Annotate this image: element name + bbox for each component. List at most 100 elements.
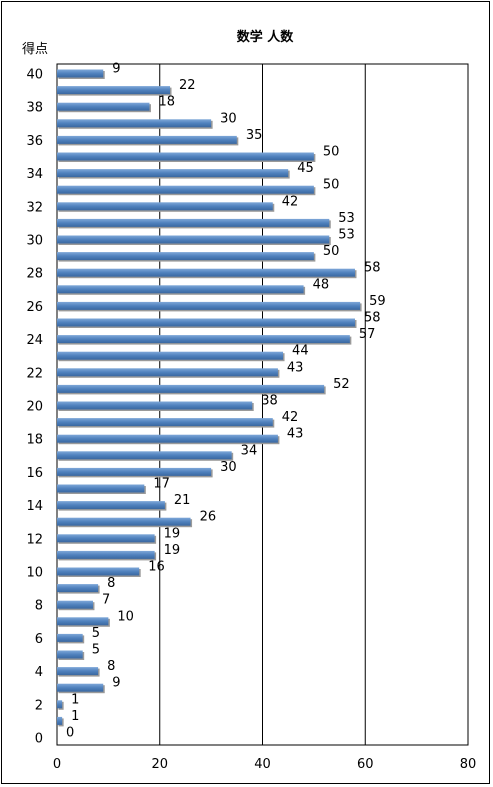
y-tick-30: 30 [26,234,43,249]
bar-score-2 [57,700,63,709]
bar-score-26 [57,301,361,310]
bar-score-14 [57,501,165,510]
value-label-score-37: 30 [220,111,237,126]
y-tick-20: 20 [26,400,43,415]
bar-score-12 [57,534,155,543]
bar-score-15 [57,484,145,493]
value-label-score-25: 58 [364,311,381,326]
x-tick-0: 0 [53,757,61,772]
bar-score-20 [57,401,253,410]
value-label-score-1: 1 [71,709,79,724]
bar-score-37 [57,119,212,128]
bar-score-7 [57,617,109,626]
value-label-score-16: 30 [220,460,237,475]
bar-score-4 [57,667,99,676]
bar-score-28 [57,268,355,277]
value-label-score-4: 8 [107,659,115,674]
bar-score-24 [57,335,350,344]
bar-score-35 [57,152,314,161]
bar-score-38 [57,102,150,111]
y-tick-8: 8 [35,599,43,614]
y-tick-16: 16 [26,466,43,481]
bar-score-6 [57,633,83,642]
value-label-score-13: 26 [200,510,217,525]
value-label-score-34: 45 [297,161,314,176]
y-tick-10: 10 [26,566,43,581]
bar-score-18 [57,434,278,443]
value-label-score-5: 5 [92,643,100,658]
x-tick-80: 80 [460,757,477,772]
y-tick-38: 38 [26,101,43,116]
value-label-score-17: 34 [241,443,258,458]
bar-score-29 [57,252,314,261]
y-tick-18: 18 [26,433,43,448]
bar-score-36 [57,135,237,144]
value-label-score-7: 10 [117,609,134,624]
value-label-score-22: 43 [287,360,304,375]
y-tick-22: 22 [26,366,43,381]
value-label-score-9: 8 [107,576,115,591]
bar-score-34 [57,169,289,178]
value-label-score-32: 42 [282,194,299,209]
bar-score-40 [57,69,104,78]
bar-score-1 [57,716,63,725]
bar-score-25 [57,318,355,327]
y-tick-12: 12 [26,532,43,547]
value-label-score-36: 35 [246,128,263,143]
bar-score-21 [57,384,325,393]
y-tick-0: 0 [35,732,43,747]
bar-score-10 [57,567,140,576]
value-label-score-33: 50 [323,178,340,193]
bar-score-31 [57,218,330,227]
value-label-score-19: 42 [282,410,299,425]
y-tick-24: 24 [26,333,43,348]
bar-score-17 [57,451,232,460]
value-label-score-6: 5 [92,626,100,641]
x-tick-60: 60 [357,757,374,772]
value-label-score-30: 53 [338,228,355,243]
y-tick-2: 2 [35,698,43,713]
value-label-score-39: 22 [179,78,196,93]
value-label-score-24: 57 [359,327,376,342]
bar-score-3 [57,683,104,692]
value-label-score-31: 53 [338,211,355,226]
bar-score-39 [57,86,171,95]
value-label-score-26: 59 [369,294,386,309]
y-tick-26: 26 [26,300,43,315]
y-tick-4: 4 [35,665,43,680]
value-label-score-27: 48 [313,277,330,292]
value-label-score-0: 0 [66,726,74,741]
y-tick-32: 32 [26,200,43,215]
value-label-score-21: 52 [333,377,350,392]
y-axis-label: 得点 [22,41,48,57]
value-label-score-3: 9 [112,676,120,691]
chart-title: 数学 人数 [237,29,295,45]
value-label-score-2: 1 [71,692,79,707]
value-label-score-8: 7 [102,593,110,608]
value-label-score-11: 19 [164,543,181,558]
value-label-score-20: 38 [261,394,278,409]
bar-score-23 [57,351,284,360]
bar-score-30 [57,235,330,244]
bar-score-32 [57,202,273,211]
y-tick-6: 6 [35,632,43,647]
value-labels: 0119855107816191926211730344342385243445… [66,62,386,741]
y-tick-14: 14 [26,499,43,514]
value-label-score-14: 21 [174,493,191,508]
value-label-score-10: 16 [148,560,165,575]
y-tick-34: 34 [26,167,43,182]
bar-score-11 [57,550,155,559]
value-label-score-38: 18 [158,95,175,110]
bar-score-5 [57,650,83,659]
y-tick-40: 40 [26,68,43,83]
bar-score-19 [57,418,273,427]
bar-score-9 [57,584,99,593]
bar-score-22 [57,368,278,377]
value-label-score-18: 43 [287,427,304,442]
y-tick-36: 36 [26,134,43,149]
value-label-score-28: 58 [364,261,381,276]
value-label-score-29: 50 [323,244,340,259]
x-tick-labels: 0 20 40 60 80 [53,757,476,772]
